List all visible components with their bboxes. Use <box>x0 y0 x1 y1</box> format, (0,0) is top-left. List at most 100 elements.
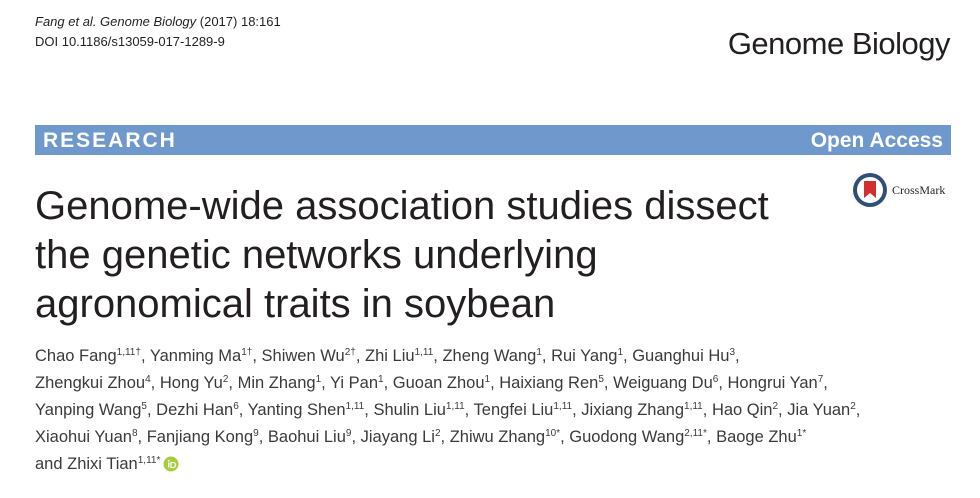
author-separator: , <box>464 401 470 419</box>
citation-volume: (2017) 18:161 <box>196 14 281 29</box>
author-separator: , <box>855 401 861 419</box>
author-separator: , <box>560 428 565 446</box>
author[interactable]: Weiguang Du6, <box>613 374 723 392</box>
author[interactable]: Haixiang Ren5, <box>499 374 608 392</box>
author-separator: , <box>490 374 495 392</box>
author[interactable]: Chao Fang1,11†, <box>35 347 146 365</box>
author-separator: , <box>572 401 577 419</box>
author-name: Jixiang Zhang <box>581 401 685 419</box>
author-separator: , <box>383 374 389 392</box>
author-affiliation: 9 <box>253 428 259 439</box>
author[interactable]: Zhengkui Zhou4, <box>35 374 155 392</box>
author-name: Guodong Wang <box>569 428 685 446</box>
author-name: Dezhi Han <box>156 401 234 419</box>
author[interactable]: Zhiwu Zhang10*, <box>450 428 565 446</box>
author[interactable]: Hong Yu2, <box>160 374 233 392</box>
author-separator: , <box>603 374 609 392</box>
title-line: the genetic networks underlying <box>35 233 598 277</box>
author[interactable]: Guoan Zhou1, <box>393 374 495 392</box>
author[interactable]: Dezhi Han6, <box>156 401 243 419</box>
title-line: agronomical traits in soybean <box>35 282 556 326</box>
author-affiliation: 2 <box>772 401 779 412</box>
author-name: Zhengkui Zhou <box>35 374 146 392</box>
author-affiliation: 5 <box>141 401 147 412</box>
author-separator: , <box>778 401 783 419</box>
author-list: Chao Fang1,11†, Yanming Ma1†, Shiwen Wu2… <box>35 343 860 478</box>
author-name: Guoan Zhou <box>392 374 485 392</box>
author[interactable]: Fanjiang Kong9, <box>147 428 264 446</box>
author[interactable]: Rui Yang1, <box>551 347 628 365</box>
author-affiliation: 6 <box>712 374 719 385</box>
author[interactable]: Zhi Liu1,11, <box>365 347 438 365</box>
author-name: Baoge Zhu <box>716 428 797 446</box>
author-name: Zheng Wang <box>442 347 537 365</box>
author-affiliation: 1,11 <box>414 347 434 358</box>
author[interactable]: Min Zhang1, <box>238 374 326 392</box>
author-affiliation: 1 <box>484 374 491 385</box>
author-line: Zhengkui Zhou4, Hong Yu2, Min Zhang1, Yi… <box>35 370 860 397</box>
author-affiliation: 1,11* <box>137 455 161 466</box>
crossmark-label: CrossMark <box>892 182 946 197</box>
author-affiliation: 2 <box>222 374 229 385</box>
orcid-icon[interactable] <box>163 456 179 472</box>
author-name: Hao Qin <box>711 401 773 419</box>
author-separator: , <box>252 347 257 365</box>
author[interactable]: Baoge Zhu1* <box>716 428 806 446</box>
author-separator: , <box>623 347 628 365</box>
author[interactable]: Yanming Ma1†, <box>150 347 257 365</box>
author-affiliation: 1 <box>536 347 542 358</box>
author[interactable]: Xiaohui Yuan8, <box>35 428 142 446</box>
doi: DOI 10.1186/s13059-017-1289-9 <box>35 34 225 49</box>
author-affiliation: 10* <box>545 428 561 439</box>
author[interactable]: Tengfei Liu1,11, <box>474 401 577 419</box>
author-name: Chao Fang <box>35 347 117 365</box>
author[interactable]: Jiayang Li2, <box>361 428 445 446</box>
article-banner: RESEARCH Open Access <box>35 125 951 155</box>
author-separator: , <box>238 401 244 419</box>
author[interactable]: Baohui Liu9, <box>268 428 356 446</box>
author-line: Xiaohui Yuan8, Fanjiang Kong9, Baohui Li… <box>35 424 860 451</box>
author-separator: , <box>150 374 156 392</box>
author-separator: , <box>364 401 369 419</box>
author[interactable]: Guodong Wang2,11*, <box>569 428 711 446</box>
author-separator: , <box>735 347 740 365</box>
author-line: and Zhixi Tian1,11* <box>35 451 860 478</box>
author-name: Xiaohui Yuan <box>35 428 132 446</box>
author-affiliation: 1,11 <box>445 401 465 412</box>
author-affiliation: 3 <box>729 347 736 358</box>
author[interactable]: Guanghui Hu3, <box>632 347 739 365</box>
author[interactable]: Yanting Shen1,11, <box>248 401 369 419</box>
crossmark[interactable]: CrossMark <box>852 172 945 208</box>
author[interactable]: Jia Yuan2, <box>787 401 860 419</box>
author-name: Shulin Liu <box>373 401 446 419</box>
author[interactable]: Shulin Liu1,11, <box>373 401 469 419</box>
author-affiliation: 1* <box>796 428 807 439</box>
author[interactable]: and Zhixi Tian1,11* <box>35 455 160 473</box>
author-affiliation: 1† <box>241 347 253 358</box>
author-name: Baohui Liu <box>267 428 346 446</box>
journal-logo[interactable]: Genome Biology <box>727 26 951 61</box>
author-separator: , <box>258 428 264 446</box>
author[interactable]: Shiwen Wu2†, <box>262 347 361 365</box>
author-name: Guanghui Hu <box>632 347 730 365</box>
author[interactable]: Yi Pan1, <box>330 374 388 392</box>
author-separator: , <box>355 347 361 365</box>
author-name: Rui Yang <box>551 347 618 365</box>
open-access[interactable]: Open Access <box>810 129 943 152</box>
author-affiliation: 1 <box>315 374 322 385</box>
author[interactable]: Jixiang Zhang1,11, <box>581 401 707 419</box>
author-separator: , <box>146 401 152 419</box>
author-affiliation: 7 <box>817 374 824 385</box>
author[interactable]: Zheng Wang1, <box>442 347 546 365</box>
author[interactable]: Yanping Wang5, <box>35 401 152 419</box>
author[interactable]: Hongrui Yan7, <box>728 374 828 392</box>
author-affiliation: 1,11 <box>684 401 703 412</box>
author-affiliation: 2 <box>850 401 856 412</box>
author-line: Yanping Wang5, Dezhi Han6, Yanting Shen1… <box>35 397 860 424</box>
title-line: Genome-wide association studies dissect <box>35 184 769 228</box>
author[interactable]: Hao Qin2, <box>712 401 783 419</box>
author-name: Yanming Ma <box>149 347 242 365</box>
author-name: Jiayang Li <box>360 428 435 446</box>
author-affiliation: 1,11 <box>345 401 365 412</box>
author-separator: , <box>228 374 233 392</box>
